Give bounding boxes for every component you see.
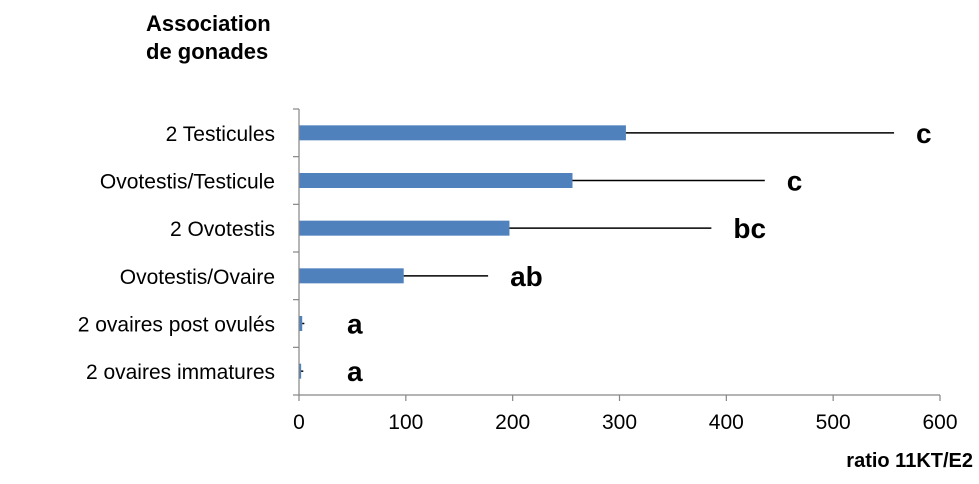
bar xyxy=(299,363,302,379)
significance-label: a xyxy=(347,356,363,387)
x-tick-label: 0 xyxy=(293,411,305,434)
significance-label: c xyxy=(787,166,803,197)
y-axis-title-line-2: de gonades xyxy=(146,39,269,64)
x-tick-label: 600 xyxy=(922,411,957,434)
x-tick-label: 100 xyxy=(388,411,423,434)
y-axis-title: Association de gonades xyxy=(146,10,271,66)
bar xyxy=(299,125,626,141)
bar xyxy=(299,173,573,188)
y-axis-title-line-1: Association xyxy=(146,11,271,36)
x-tick-label: 500 xyxy=(816,411,851,434)
y-tick-label: Ovotestis/Testicule xyxy=(100,171,275,194)
significance-label: a xyxy=(347,309,363,340)
y-tick-label: 2 Testicules xyxy=(166,123,275,146)
y-tick-label: Ovotestis/Ovaire xyxy=(120,266,275,289)
y-tick-label: 2 ovaires immatures xyxy=(86,361,275,384)
x-tick-label: 200 xyxy=(495,411,530,434)
y-tick-label: 2 ovaires post ovulés xyxy=(78,314,275,337)
x-tick-label: 400 xyxy=(709,411,744,434)
bars-layer xyxy=(299,125,626,379)
significance-label: bc xyxy=(733,213,766,244)
y-tick-label: 2 Ovotestis xyxy=(170,218,275,241)
axes-layer xyxy=(293,108,941,401)
significance-label: c xyxy=(916,118,932,149)
bar xyxy=(299,268,404,284)
bar xyxy=(299,220,510,236)
bar xyxy=(299,316,303,331)
labels-layer: 2 Testicules c Ovotestis/Testicule c 2 Ovote… xyxy=(78,118,958,434)
significance-label: ab xyxy=(510,261,543,292)
x-tick-label: 300 xyxy=(602,411,637,434)
x-axis-title: ratio 11KT/E2 xyxy=(846,450,973,472)
error-bars-layer xyxy=(301,132,895,372)
